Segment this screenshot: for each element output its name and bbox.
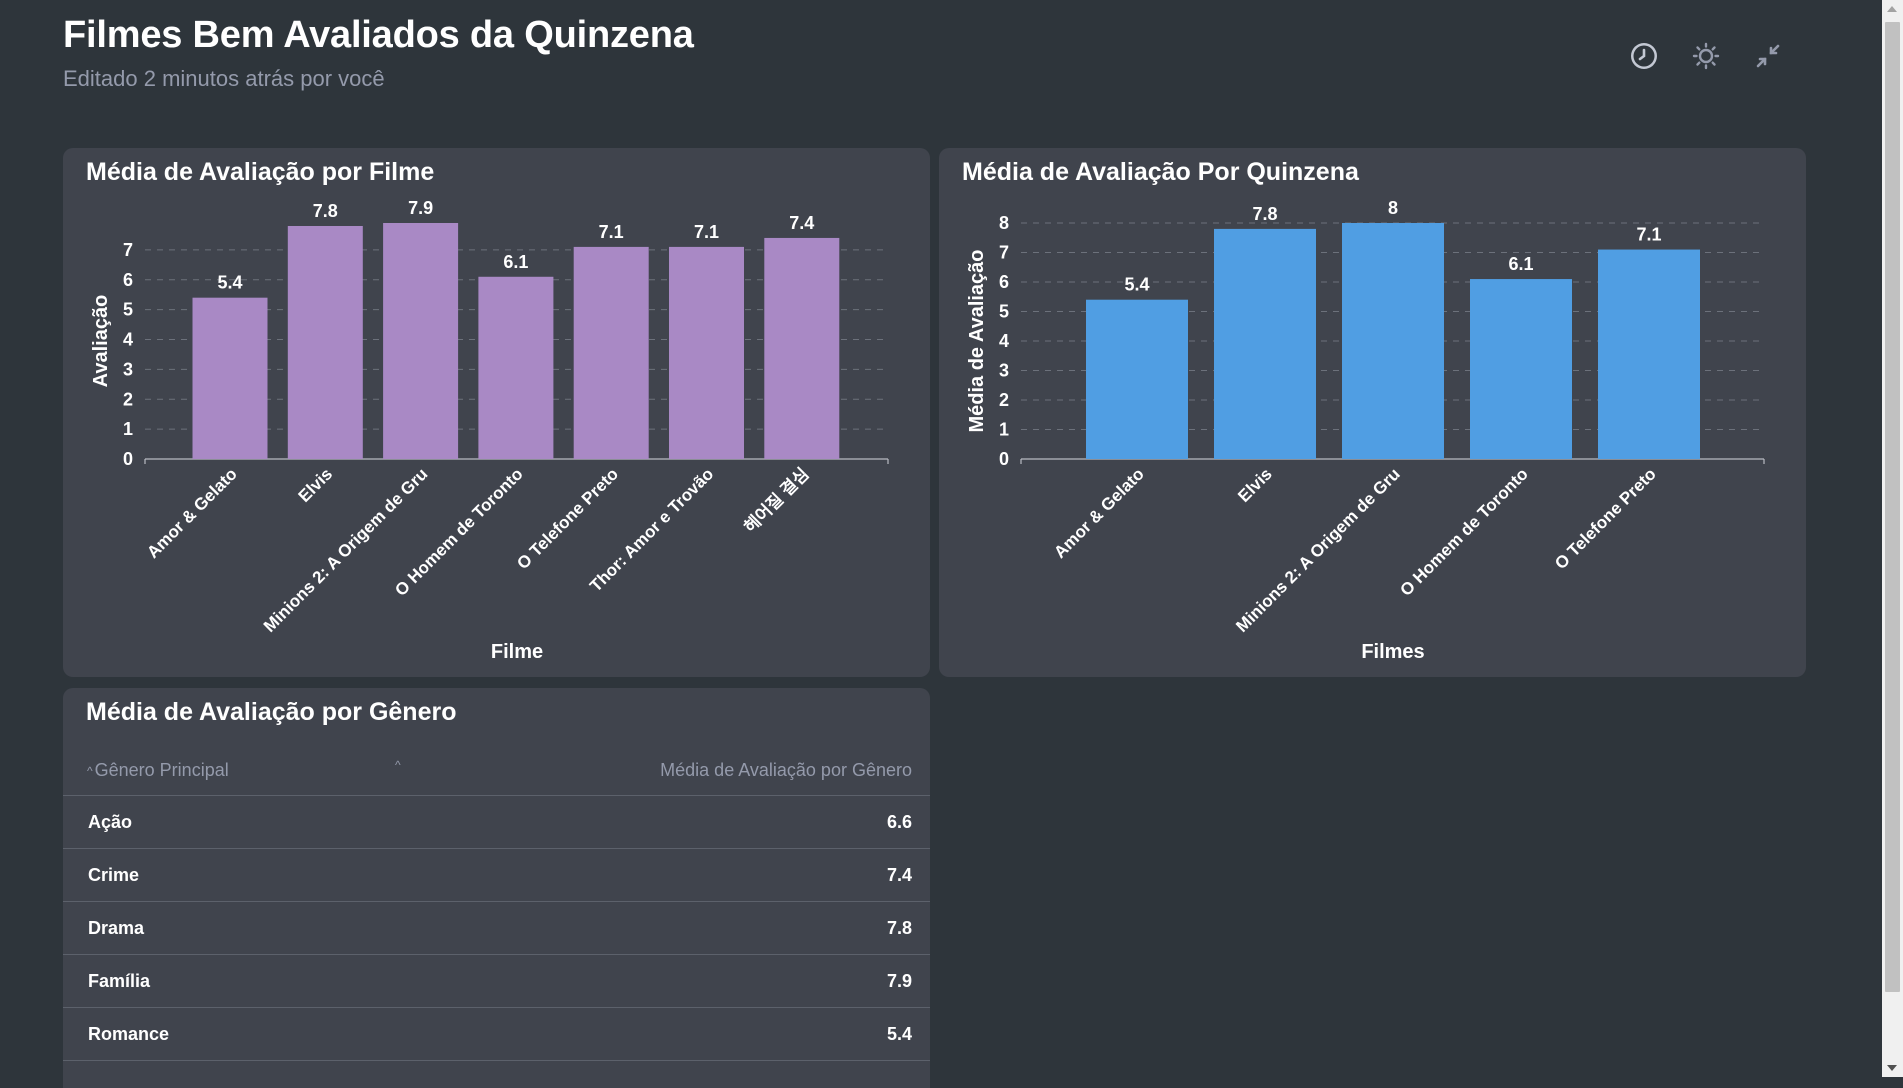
y-tick-label: 4 [123, 330, 133, 350]
table-row[interactable]: Crime 7.4 [63, 849, 930, 902]
x-axis-title: Filme [491, 641, 543, 663]
x-tick-label: 헤어질 결심 [740, 464, 813, 537]
x-axis-title: Filmes [1361, 641, 1424, 663]
y-tick-label: 1 [999, 420, 1009, 440]
column-header-genero[interactable]: ^ Gênero Principal [87, 760, 229, 780]
bar-value-label: 6.1 [1508, 254, 1533, 274]
header-actions [1630, 42, 1782, 70]
bar[interactable] [192, 297, 268, 459]
sort-up-icon: ^ [87, 763, 93, 778]
y-tick-label: 7 [123, 240, 133, 260]
bar-value-label: 7.1 [599, 222, 624, 242]
x-tick-label: Elvis [1234, 464, 1276, 506]
card-media-por-genero[interactable]: Média de Avaliação por Gênero ^ Gênero P… [63, 688, 930, 1088]
y-tick-label: 6 [999, 272, 1009, 292]
bar[interactable] [287, 225, 363, 459]
y-tick-label: 0 [123, 449, 133, 469]
column-header-media[interactable]: Média de Avaliação por Gênero [660, 760, 912, 780]
cell-genre: Drama [88, 917, 145, 938]
bar[interactable] [1086, 299, 1188, 459]
y-tick-label: 3 [123, 359, 133, 379]
collapse-icon[interactable] [1754, 42, 1782, 70]
x-tick-label: Minions 2: A Origem de Gru [260, 464, 432, 636]
bar-value-label: 7.4 [789, 213, 814, 233]
y-tick-label: 8 [999, 213, 1009, 233]
bar-chart-media-por-filme[interactable]: 0 1 2 3 4 5 6 7 5.4 Amor & Gelato 7.8 Elvis 7.9 Minio… [63, 148, 930, 677]
cell-genre: Romance [88, 1023, 170, 1044]
scroll-thumb[interactable] [1885, 22, 1900, 992]
bar[interactable] [764, 237, 840, 459]
bar-value-label: 7.1 [694, 222, 719, 242]
scroll-down-arrow-icon[interactable] [1887, 1065, 1897, 1071]
cell-genre: Crime [88, 864, 140, 885]
bar-value-label: 7.8 [313, 201, 338, 221]
bar-value-label: 5.4 [217, 273, 242, 293]
x-tick-label: O Telefone Preto [1551, 464, 1660, 573]
sort-up-icon[interactable]: ^ [395, 758, 401, 772]
table-row[interactable]: Romance 5.4 [63, 1008, 930, 1061]
bar-value-label: 8 [1388, 198, 1398, 218]
bar[interactable] [383, 223, 459, 459]
table-header: ^ Gênero Principal ^ Média de Avaliação … [63, 746, 930, 796]
scroll-up-arrow-icon[interactable] [1887, 6, 1897, 12]
y-tick-label: 0 [999, 449, 1009, 469]
page-title: Filmes Bem Avaliados da Quinzena [63, 14, 694, 56]
y-tick-label: 5 [999, 302, 1009, 322]
table-row[interactable]: Ação 6.6 [63, 796, 930, 849]
y-tick-label: 2 [999, 390, 1009, 410]
cell-genre: Ação [88, 811, 133, 832]
bar[interactable] [669, 246, 744, 459]
bar-value-label: 5.4 [1124, 275, 1149, 295]
cell-genre: Família [88, 970, 151, 991]
y-tick-label: 5 [123, 300, 133, 320]
dashboard-header: Filmes Bem Avaliados da Quinzena Editado… [63, 14, 694, 92]
bar-value-label: 7.8 [1252, 204, 1277, 224]
card-title: Média de Avaliação por Gênero [86, 698, 457, 726]
vertical-scrollbar[interactable] [1882, 0, 1903, 1077]
card-media-por-filme[interactable]: Média de Avaliação por Filme 0 1 2 3 4 5 6 7 5.4… [63, 148, 930, 677]
cell-value: 7.9 [886, 970, 912, 991]
cell-value: 7.8 [886, 917, 912, 938]
y-tick-label: 3 [999, 361, 1009, 381]
y-axis-title: Média de Avaliação [966, 249, 988, 432]
bar[interactable] [573, 246, 649, 459]
bar[interactable] [1598, 249, 1700, 459]
table-row[interactable]: Drama 7.8 [63, 902, 930, 955]
bar-value-label: 7.1 [1636, 225, 1661, 245]
card-title: Média de Avaliação Por Quinzena [962, 158, 1359, 186]
sun-icon[interactable] [1692, 42, 1720, 70]
bar[interactable] [1214, 228, 1316, 459]
x-tick-label: Amor & Gelato [1050, 464, 1148, 562]
cell-value: 6.6 [886, 811, 912, 832]
x-tick-label: O Telefone Preto [513, 464, 622, 573]
bar-value-label: 7.9 [408, 198, 433, 218]
genre-table: ^ Gênero Principal ^ Média de Avaliação … [63, 746, 930, 1061]
bar[interactable] [1470, 279, 1572, 459]
x-tick-label: O Homem de Toronto [1396, 464, 1531, 599]
cell-value: 5.4 [886, 1023, 912, 1044]
x-tick-label: Elvis [295, 464, 337, 506]
y-tick-label: 6 [123, 270, 133, 290]
y-tick-label: 7 [999, 243, 1009, 263]
y-axis-title: Avaliação [90, 295, 112, 388]
edit-status[interactable]: Editado 2 minutos atrás por você [63, 66, 385, 91]
cell-value: 7.4 [886, 864, 912, 885]
y-tick-label: 1 [123, 419, 133, 439]
bar[interactable] [1342, 223, 1444, 459]
clock-icon[interactable] [1630, 42, 1658, 70]
bar-value-label: 6.1 [503, 252, 528, 272]
y-tick-label: 2 [123, 389, 133, 409]
table-row[interactable]: Família 7.9 [63, 955, 930, 1008]
bar[interactable] [478, 276, 554, 459]
y-tick-label: 4 [999, 331, 1009, 351]
x-tick-label: Amor & Gelato [143, 464, 241, 562]
card-title: Média de Avaliação por Filme [86, 158, 435, 186]
